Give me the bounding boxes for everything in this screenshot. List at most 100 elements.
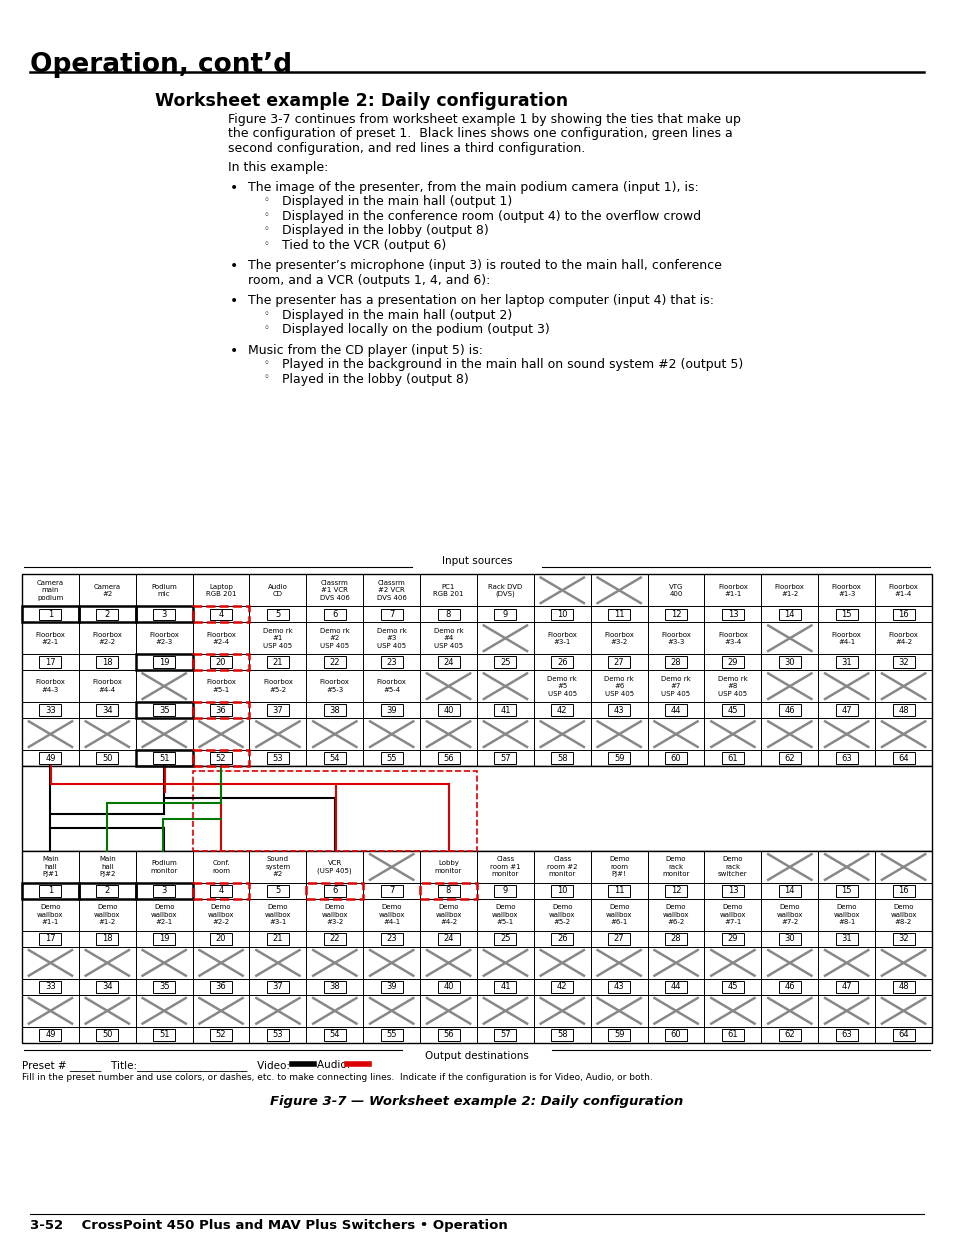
Text: 10: 10	[557, 887, 567, 895]
Bar	[551, 704, 573, 716]
Text: Displayed in the lobby (output 8): Displayed in the lobby (output 8)	[282, 225, 488, 237]
Text: Floorbox: Floorbox	[376, 679, 406, 685]
Text: 28: 28	[670, 658, 680, 667]
Text: #8-1: #8-1	[837, 919, 855, 925]
Bar	[835, 981, 857, 993]
Text: 21: 21	[273, 658, 283, 667]
Text: Played in the lobby (output 8): Played in the lobby (output 8)	[282, 373, 468, 385]
Bar	[551, 657, 573, 668]
Text: 16: 16	[898, 887, 908, 895]
Text: 44: 44	[670, 705, 680, 715]
Bar	[210, 885, 232, 897]
Text: VCR: VCR	[327, 861, 341, 866]
Text: #2: #2	[330, 635, 339, 641]
Text: 13: 13	[727, 610, 738, 619]
Text: 17: 17	[45, 658, 55, 667]
Bar	[267, 704, 289, 716]
Bar	[153, 752, 175, 764]
Bar	[323, 704, 345, 716]
Text: ◦: ◦	[264, 195, 270, 205]
Bar	[96, 609, 118, 620]
Bar	[153, 934, 175, 945]
Text: 32: 32	[898, 658, 908, 667]
Text: •: •	[230, 294, 238, 309]
Text: Demo: Demo	[324, 904, 345, 910]
Text: wallbox: wallbox	[549, 911, 575, 918]
Text: 60: 60	[670, 1030, 680, 1040]
Bar	[778, 609, 800, 620]
Text: Demo: Demo	[892, 904, 913, 910]
Text: monitor: monitor	[491, 872, 518, 878]
Text: USP 405: USP 405	[376, 642, 406, 648]
Text: 50: 50	[102, 1030, 112, 1040]
Text: #2-3: #2-3	[155, 638, 172, 645]
Text: 5: 5	[275, 887, 280, 895]
Text: Laptop: Laptop	[209, 584, 233, 589]
Text: Figure 3-7 — Worksheet example 2: Daily configuration: Figure 3-7 — Worksheet example 2: Daily …	[270, 1094, 683, 1108]
Text: Demo: Demo	[608, 904, 629, 910]
Text: 4: 4	[218, 610, 223, 619]
Text: 15: 15	[841, 887, 851, 895]
Text: 23: 23	[386, 935, 396, 944]
Text: 50: 50	[102, 753, 112, 762]
Text: Output destinations: Output destinations	[425, 1051, 528, 1061]
Text: #5-2: #5-2	[269, 687, 286, 693]
Bar	[153, 704, 175, 716]
Text: #2 VCR: #2 VCR	[378, 588, 405, 593]
Bar	[380, 1029, 402, 1041]
Text: 44: 44	[670, 982, 680, 992]
Text: 12: 12	[670, 887, 680, 895]
Text: 55: 55	[386, 753, 396, 762]
Text: 10: 10	[557, 610, 567, 619]
Bar	[721, 885, 743, 897]
Text: 34: 34	[102, 982, 112, 992]
Text: room: room	[610, 864, 627, 869]
Text: 25: 25	[499, 935, 510, 944]
Bar	[193, 703, 250, 719]
Bar	[721, 609, 743, 620]
Text: 58: 58	[557, 1030, 567, 1040]
Text: 47: 47	[841, 982, 851, 992]
Text: #3-3: #3-3	[667, 638, 684, 645]
Bar	[323, 609, 345, 620]
Text: 22: 22	[329, 935, 339, 944]
Bar	[835, 885, 857, 897]
Text: 51: 51	[159, 753, 170, 762]
Bar	[210, 704, 232, 716]
Text: Floorbox: Floorbox	[206, 679, 235, 685]
Text: 18: 18	[102, 935, 112, 944]
Text: 60: 60	[670, 753, 680, 762]
Bar	[835, 752, 857, 764]
Text: wallbox: wallbox	[378, 911, 404, 918]
Text: Demo rk: Demo rk	[319, 627, 350, 634]
Text: 3: 3	[161, 610, 167, 619]
Bar	[380, 704, 402, 716]
Text: DVS 406: DVS 406	[376, 595, 406, 600]
Text: 27: 27	[613, 935, 624, 944]
Bar	[210, 609, 232, 620]
Text: •: •	[230, 180, 238, 195]
Bar	[778, 657, 800, 668]
Text: 21: 21	[273, 935, 283, 944]
Text: USP 405: USP 405	[718, 690, 747, 697]
Text: PC1: PC1	[441, 584, 455, 589]
Text: 39: 39	[386, 982, 396, 992]
Text: Floorbox: Floorbox	[718, 631, 747, 637]
Bar	[153, 981, 175, 993]
Bar	[323, 752, 345, 764]
Text: 3-52    CrossPoint 450 Plus and MAV Plus Switchers • Operation: 3-52 CrossPoint 450 Plus and MAV Plus Sw…	[30, 1219, 507, 1231]
Text: 25: 25	[499, 658, 510, 667]
Bar	[437, 752, 459, 764]
Text: Demo rk: Demo rk	[263, 627, 293, 634]
Text: Demo: Demo	[836, 904, 856, 910]
Bar	[664, 657, 686, 668]
Bar	[380, 609, 402, 620]
Text: DVS 406: DVS 406	[319, 595, 350, 600]
Text: •: •	[230, 259, 238, 273]
Text: 57: 57	[499, 1030, 510, 1040]
Text: Floorbox: Floorbox	[206, 631, 235, 637]
Text: Lobby: Lobby	[437, 861, 458, 866]
Bar	[153, 657, 175, 668]
Text: monitor: monitor	[661, 872, 689, 878]
Bar	[267, 934, 289, 945]
